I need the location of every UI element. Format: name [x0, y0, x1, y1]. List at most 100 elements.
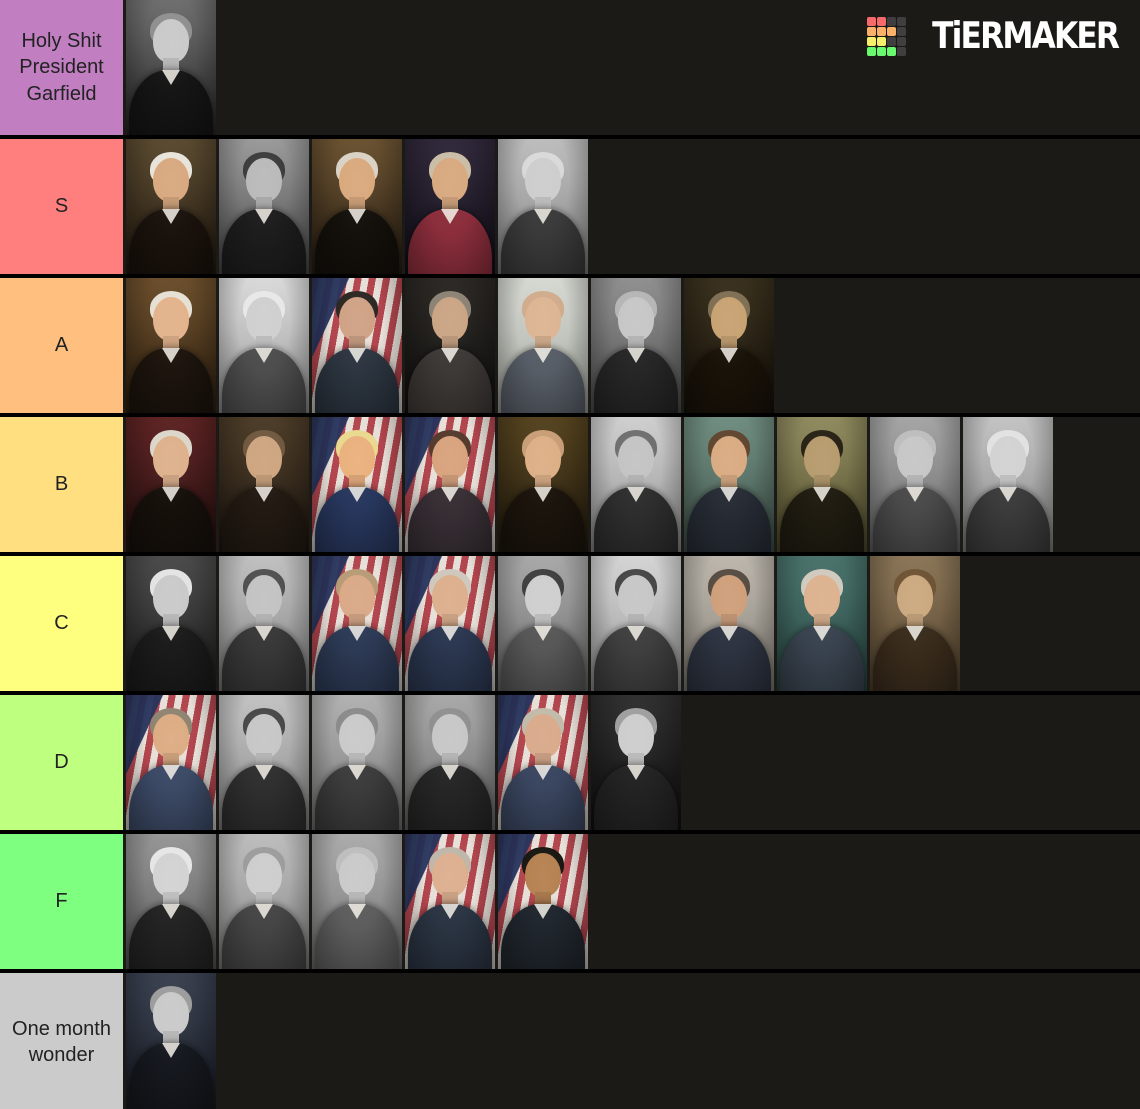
tier-label-text: S: [54, 195, 69, 218]
president-portrait[interactable]: [684, 417, 774, 552]
portrait-shoulders: [315, 765, 399, 830]
portrait-head: [339, 158, 375, 202]
president-portrait[interactable]: [126, 834, 216, 969]
president-portrait[interactable]: [126, 556, 216, 691]
portrait-vignette: [684, 556, 774, 691]
portrait-shoulders: [501, 765, 585, 830]
portrait-shoulders: [687, 487, 771, 552]
portrait-shoulders: [315, 487, 399, 552]
tier-row: Holy Shit President Garfield: [0, 0, 1140, 135]
portrait-vignette: [312, 278, 402, 413]
president-portrait[interactable]: [126, 695, 216, 830]
tier-items: [123, 0, 216, 135]
portrait-head: [339, 853, 375, 897]
president-portrait[interactable]: [498, 695, 588, 830]
president-portrait[interactable]: [219, 834, 309, 969]
portrait-shoulders: [222, 765, 306, 830]
portrait-vignette: [312, 834, 402, 969]
president-portrait[interactable]: [870, 556, 960, 691]
president-portrait[interactable]: [498, 834, 588, 969]
portrait-head: [525, 297, 561, 341]
portrait-head: [246, 297, 282, 341]
president-portrait[interactable]: [777, 556, 867, 691]
president-portrait[interactable]: [405, 417, 495, 552]
portrait-vignette: [498, 278, 588, 413]
president-portrait[interactable]: [219, 139, 309, 274]
portrait-shoulders: [594, 765, 678, 830]
portrait-head: [525, 158, 561, 202]
president-portrait[interactable]: [591, 278, 681, 413]
president-portrait[interactable]: [777, 417, 867, 552]
logo-grid-cell: [886, 46, 896, 56]
president-portrait[interactable]: [684, 556, 774, 691]
president-portrait[interactable]: [498, 139, 588, 274]
portrait-head: [897, 436, 933, 480]
president-portrait[interactable]: [312, 834, 402, 969]
president-portrait[interactable]: [405, 834, 495, 969]
president-portrait[interactable]: [498, 556, 588, 691]
portrait-shoulders: [408, 765, 492, 830]
president-portrait[interactable]: [312, 695, 402, 830]
president-portrait[interactable]: [963, 417, 1053, 552]
portrait-head: [153, 19, 189, 63]
president-portrait[interactable]: [126, 139, 216, 274]
president-portrait[interactable]: [405, 139, 495, 274]
tiermaker-logo-grid: [866, 16, 906, 56]
president-portrait[interactable]: [684, 278, 774, 413]
logo-grid-cell: [866, 46, 876, 56]
portrait-head: [339, 575, 375, 619]
portrait-shoulders: [501, 348, 585, 413]
president-portrait[interactable]: [219, 278, 309, 413]
tier-items: [123, 556, 960, 691]
portrait-head: [711, 297, 747, 341]
tier-items: [123, 973, 216, 1109]
president-portrait[interactable]: [219, 695, 309, 830]
president-portrait[interactable]: [591, 556, 681, 691]
portrait-shoulders: [129, 70, 213, 135]
portrait-shoulders: [780, 487, 864, 552]
president-portrait[interactable]: [312, 139, 402, 274]
portrait-vignette: [126, 139, 216, 274]
president-portrait[interactable]: [126, 0, 216, 135]
president-portrait[interactable]: [591, 417, 681, 552]
portrait-head: [432, 158, 468, 202]
president-portrait[interactable]: [312, 556, 402, 691]
portrait-shoulders: [222, 209, 306, 274]
president-portrait[interactable]: [405, 278, 495, 413]
president-portrait[interactable]: [126, 973, 216, 1109]
president-portrait[interactable]: [126, 278, 216, 413]
president-portrait[interactable]: [498, 278, 588, 413]
president-portrait[interactable]: [591, 695, 681, 830]
portrait-head: [432, 575, 468, 619]
portrait-vignette: [870, 556, 960, 691]
president-portrait[interactable]: [405, 695, 495, 830]
logo-grid-cell: [886, 36, 896, 46]
portrait-shoulders: [501, 904, 585, 969]
president-portrait[interactable]: [126, 417, 216, 552]
president-portrait[interactable]: [312, 417, 402, 552]
portrait-head: [618, 297, 654, 341]
portrait-head: [897, 575, 933, 619]
portrait-vignette: [219, 139, 309, 274]
tier-label-text: Holy Shit President Garfield: [19, 29, 104, 105]
president-portrait[interactable]: [498, 417, 588, 552]
portrait-shoulders: [501, 487, 585, 552]
portrait-shoulders: [129, 487, 213, 552]
portrait-vignette: [219, 556, 309, 691]
logo-grid-cell: [876, 26, 886, 36]
tier-label: D: [0, 695, 123, 830]
portrait-shoulders: [129, 626, 213, 691]
president-portrait[interactable]: [312, 278, 402, 413]
president-portrait[interactable]: [405, 556, 495, 691]
tier-items: [123, 834, 588, 969]
president-portrait[interactable]: [219, 556, 309, 691]
portrait-shoulders: [129, 765, 213, 830]
president-portrait[interactable]: [870, 417, 960, 552]
president-portrait[interactable]: [219, 417, 309, 552]
portrait-head: [990, 436, 1026, 480]
tier-label: B: [0, 417, 123, 552]
portrait-shoulders: [594, 348, 678, 413]
logo-grid-cell: [876, 16, 886, 26]
portrait-vignette: [405, 417, 495, 552]
portrait-head: [339, 297, 375, 341]
